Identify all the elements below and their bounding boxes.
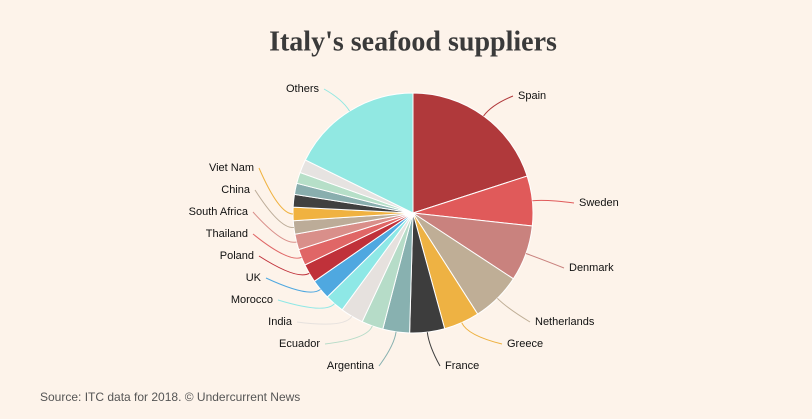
leader-line (324, 325, 373, 345)
leader-line (532, 199, 575, 204)
leader-line (426, 332, 441, 367)
leader-line (525, 253, 565, 269)
leader-line (252, 211, 297, 243)
slice-label: Viet Nam (209, 162, 254, 174)
pie-slice (304, 92, 414, 214)
pie-slice (412, 92, 528, 214)
slice-label: France (445, 360, 479, 372)
slice-label: Ecuador (279, 338, 320, 350)
source: Source: ITC data for 2018. © Undercurren… (40, 390, 300, 404)
leader-line (258, 255, 310, 276)
slice-label: Morocco (231, 294, 273, 306)
leader-line (483, 95, 514, 117)
leader-line (252, 233, 302, 259)
slice-label: Poland (220, 250, 254, 262)
slice-label: Sweden (579, 197, 619, 209)
slice-label: Denmark (569, 262, 614, 274)
leader-line (258, 167, 294, 215)
leader-line (254, 189, 294, 228)
slice-label: Spain (518, 90, 546, 102)
slice-label: China (221, 184, 251, 196)
leader-line (461, 322, 503, 345)
leader-line (296, 315, 353, 325)
slice-label: Argentina (327, 360, 375, 372)
slice-label: Others (286, 83, 320, 95)
leader-line (497, 297, 531, 323)
leader-line (277, 299, 335, 309)
slice-label: India (268, 316, 293, 328)
slice-label: Netherlands (535, 316, 595, 328)
leader-line (265, 277, 321, 293)
slice-label: UK (246, 272, 262, 284)
leader-line (323, 88, 351, 112)
slice-label: Greece (507, 338, 543, 350)
chart-title: Italy's seafood suppliers (269, 26, 557, 57)
leader-line (378, 331, 397, 367)
slice-label: Thailand (206, 228, 248, 240)
slice-label: South Africa (189, 206, 249, 218)
